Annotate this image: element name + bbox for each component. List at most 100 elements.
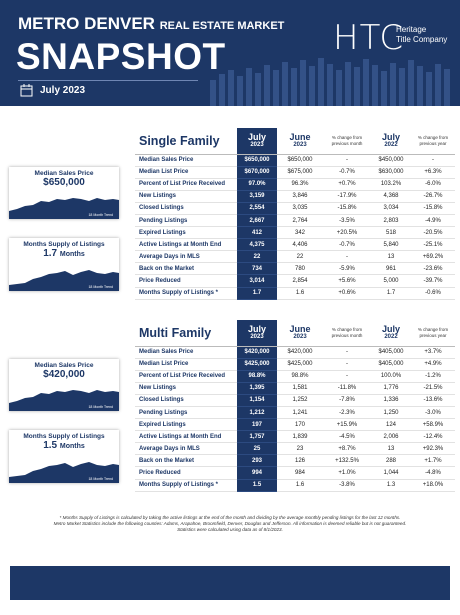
- data-row: Pending Listings 2,667 2,764 -3.5% 2,803 -4.9…: [135, 214, 455, 228]
- cell: +18.0%: [411, 479, 455, 492]
- column-header: June 2023: [277, 320, 323, 347]
- row-label: Back on the Market: [135, 454, 237, 468]
- cell: 780: [277, 262, 323, 276]
- row-label: Active Listings at Month End: [135, 430, 237, 444]
- cell: -15.8%: [323, 202, 371, 215]
- column-header: July 2022: [371, 320, 411, 347]
- row-label: Pending Listings: [135, 406, 237, 420]
- data-row: Months Supply of Listings * 1.7 1.6 +0.6% 1.…: [135, 287, 455, 300]
- cell: +0.7%: [323, 178, 371, 191]
- data-row: Median List Price $425,000 $425,000- $405,0…: [135, 358, 455, 371]
- card-title: Median Sales Price: [34, 170, 94, 177]
- footnote-line: Statistics were calculated using data as…: [177, 527, 283, 532]
- card-value-row: $420,000: [9, 369, 119, 381]
- cell: 22: [237, 250, 277, 264]
- trend-label: 18 Month Trend: [88, 405, 113, 409]
- cell: -: [323, 250, 371, 264]
- cell: 2,006: [371, 430, 411, 444]
- cell: 170: [277, 418, 323, 432]
- column-header: July 2023: [237, 128, 277, 155]
- card-value: 1.7: [43, 248, 58, 259]
- cell: -11.8%: [323, 382, 371, 395]
- column-month: June: [289, 132, 311, 143]
- cell: 518: [371, 226, 411, 240]
- stat-card: Median Sales Price $420,000 18 Month Trend: [9, 359, 119, 411]
- card-value: $650,000: [43, 177, 85, 188]
- footnote-line: Metro Market Statistics include the foll…: [53, 521, 407, 526]
- cell: +6.3%: [411, 166, 455, 179]
- cell: $425,000: [277, 358, 323, 371]
- cell: +8.7%: [323, 442, 371, 456]
- cell: +1.0%: [323, 466, 371, 480]
- card-title: Median Sales Price: [34, 362, 94, 369]
- trend-label: 18 Month Trend: [88, 477, 113, 481]
- trend-area: [9, 198, 119, 219]
- cell: 1,212: [237, 406, 277, 420]
- cell: -3.0%: [411, 406, 455, 420]
- cell: 3,159: [237, 190, 277, 203]
- card-title: Months Supply of Listings: [23, 241, 105, 248]
- footnote: * Months Supply of Listings is calculate…: [20, 515, 440, 533]
- row-label: Back on the Market: [135, 262, 237, 276]
- cell: +92.3%: [411, 442, 455, 456]
- column-header: % change from previous year: [411, 128, 455, 155]
- cell: 1,839: [277, 430, 323, 444]
- data-row: New Listings 1,395 1,581 -11.8% 1,776 -21.5%: [135, 382, 455, 395]
- cell: 734: [237, 262, 277, 276]
- row-label: Median Sales Price: [135, 346, 237, 359]
- data-row: Average Days in MLS 25 23 +8.7% 13 +92.3%: [135, 442, 455, 456]
- cell: +4.9%: [411, 358, 455, 371]
- column-month: July: [381, 324, 400, 335]
- trend-label: 18 Month Trend: [88, 285, 113, 289]
- cell: -4.9%: [411, 214, 455, 228]
- cell: -: [323, 370, 371, 383]
- cell: -25.1%: [411, 238, 455, 252]
- calendar-icon: [20, 84, 33, 97]
- date: July 2023: [40, 85, 86, 96]
- cell: $420,000: [237, 346, 277, 359]
- cell: +3.7%: [411, 346, 455, 359]
- row-label: New Listings: [135, 190, 237, 203]
- column-month: July: [247, 324, 266, 335]
- cell: $405,000: [371, 346, 411, 359]
- data-row: Average Days in MLS 22 22-13 +69.2%: [135, 250, 455, 264]
- cell: +20.5%: [323, 226, 371, 240]
- cell: -23.6%: [411, 262, 455, 276]
- cell: 342: [277, 226, 323, 240]
- cell: +132.5%: [323, 454, 371, 468]
- cell: 1.3: [371, 479, 411, 492]
- cell: -17.9%: [323, 190, 371, 203]
- cell: 23: [277, 442, 323, 456]
- cell: 98.8%: [277, 370, 323, 383]
- cell: -26.7%: [411, 190, 455, 203]
- footnote-line: * Months Supply of Listings is calculate…: [59, 515, 401, 520]
- card-value-row: $650,000: [9, 177, 119, 189]
- region: METRO DENVER: [18, 14, 155, 33]
- row-label: Closed Listings: [135, 394, 237, 407]
- column-year: 2023: [250, 142, 264, 149]
- cell: 1.7: [371, 287, 411, 300]
- cell: -13.6%: [411, 394, 455, 407]
- header-row: Multi Family July 2023 June 2023% change fro…: [135, 320, 455, 347]
- cell: 412: [237, 226, 277, 240]
- cell: 3,014: [237, 274, 277, 288]
- column-header: June 2023: [277, 128, 323, 155]
- row-label: Expired Listings: [135, 226, 237, 240]
- column-year: 2023: [250, 334, 264, 341]
- column-header: July 2023: [237, 320, 277, 347]
- cell: 97.0%: [237, 178, 277, 191]
- cell: 2,764: [277, 214, 323, 228]
- cell: 5,000: [371, 274, 411, 288]
- cell: 1,252: [277, 394, 323, 407]
- cell: 3,035: [277, 202, 323, 215]
- cell: 4,406: [277, 238, 323, 252]
- logo-text: Heritage Title Company: [396, 25, 447, 45]
- trend-area: [9, 270, 119, 291]
- header-line: METRO DENVER REAL ESTATE MARKET: [18, 14, 284, 34]
- section-title: Multi Family: [135, 320, 237, 347]
- cell: 1.7: [237, 287, 277, 300]
- cell: -21.5%: [411, 382, 455, 395]
- cell: 96.3%: [277, 178, 323, 191]
- cell: +0.6%: [323, 287, 371, 300]
- data-row: Active Listings at Month End 4,375 4,406 -0…: [135, 238, 455, 252]
